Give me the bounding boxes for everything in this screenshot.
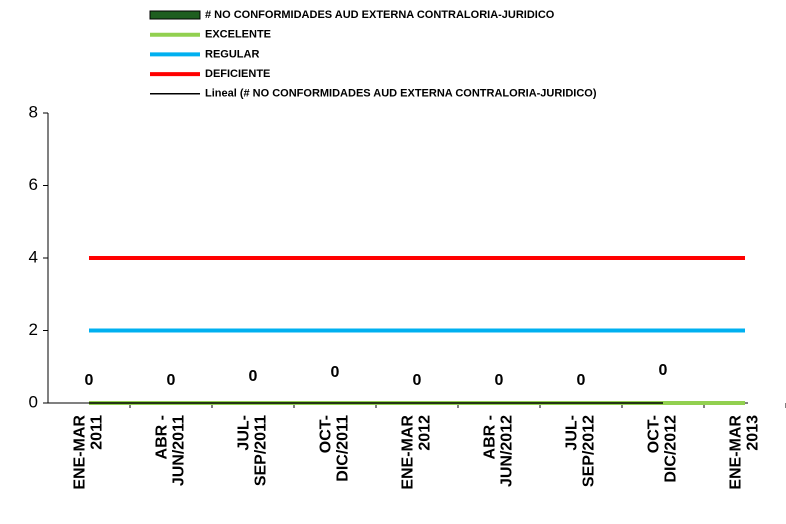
x-tick-label-line: DIC/2012: [663, 415, 680, 483]
x-tick-label-line: JUL-: [236, 415, 253, 451]
x-tick-label-line: SEP/2012: [581, 415, 598, 487]
x-tick-label: ABR -JUN/2012: [482, 415, 516, 487]
legend-swatch: [149, 10, 201, 20]
x-tick-label-line: ENE-MAR: [728, 415, 745, 490]
data-label: 0: [85, 372, 94, 389]
x-tick-label-line: DIC/2011: [335, 415, 352, 482]
data-label: 0: [413, 372, 422, 389]
x-tick-label: ENE-MAR2012: [400, 415, 434, 490]
x-tick-label-line: ABR -: [154, 415, 171, 459]
y-tick-label: 0: [29, 392, 38, 411]
y-tick-label: 6: [29, 175, 38, 194]
data-label: 0: [167, 372, 176, 389]
legend-label: DEFICIENTE: [205, 68, 270, 80]
x-tick-label-line: SEP/2011: [253, 415, 270, 486]
x-tick-label: ENE-MAR2013: [728, 415, 762, 490]
x-tick-label: JUL-SEP/2012: [564, 415, 598, 487]
legend-label: Lineal (# NO CONFORMIDADES AUD EXTERNA C…: [205, 88, 597, 100]
y-tick-label: 4: [29, 247, 38, 266]
data-label: 0: [495, 372, 504, 389]
x-tick-label-line: OCT-: [318, 415, 335, 453]
y-tick-label: 8: [29, 102, 38, 121]
x-tick-label: JUL-SEP/2011: [236, 415, 270, 486]
data-label: 0: [659, 362, 668, 379]
x-tick-label: ENE-MAR2011: [72, 415, 106, 490]
legend-label: # NO CONFORMIDADES AUD EXTERNA CONTRALOR…: [205, 9, 555, 21]
x-tick-label-line: 2012: [417, 415, 434, 451]
y-tick-label: 2: [29, 320, 38, 339]
legend-label: EXCELENTE: [205, 29, 271, 41]
x-tick-label: OCT-DIC/2011: [318, 415, 352, 482]
x-tick-label: ABR -JUN/2011: [154, 415, 188, 486]
x-tick-label-line: 2013: [745, 415, 762, 451]
data-label: 0: [249, 368, 258, 385]
x-tick-label-line: ENE-MAR: [400, 415, 417, 490]
x-tick-label-line: JUL-: [564, 415, 581, 451]
x-tick-label-line: ENE-MAR: [72, 415, 89, 490]
x-tick-label-line: ABR -: [482, 415, 499, 459]
data-label: 0: [577, 372, 586, 389]
x-tick-label: OCT-DIC/2012: [646, 415, 680, 483]
x-tick-label-line: JUN/2011: [171, 415, 188, 486]
x-tick-label-line: JUN/2012: [499, 415, 516, 487]
x-tick-label-line: OCT-: [646, 415, 663, 453]
x-tick-label-line: 2011: [89, 415, 106, 450]
data-label: 0: [331, 364, 340, 381]
legend-label: REGULAR: [205, 48, 259, 60]
